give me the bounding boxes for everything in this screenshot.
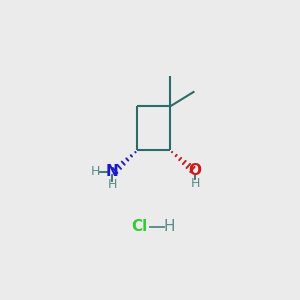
Text: H: H: [163, 219, 175, 234]
Text: Cl: Cl: [132, 219, 148, 234]
Text: H: H: [190, 177, 200, 190]
Text: N: N: [106, 164, 119, 179]
Text: H: H: [91, 165, 100, 178]
Text: H: H: [108, 178, 117, 191]
Text: O: O: [189, 163, 202, 178]
